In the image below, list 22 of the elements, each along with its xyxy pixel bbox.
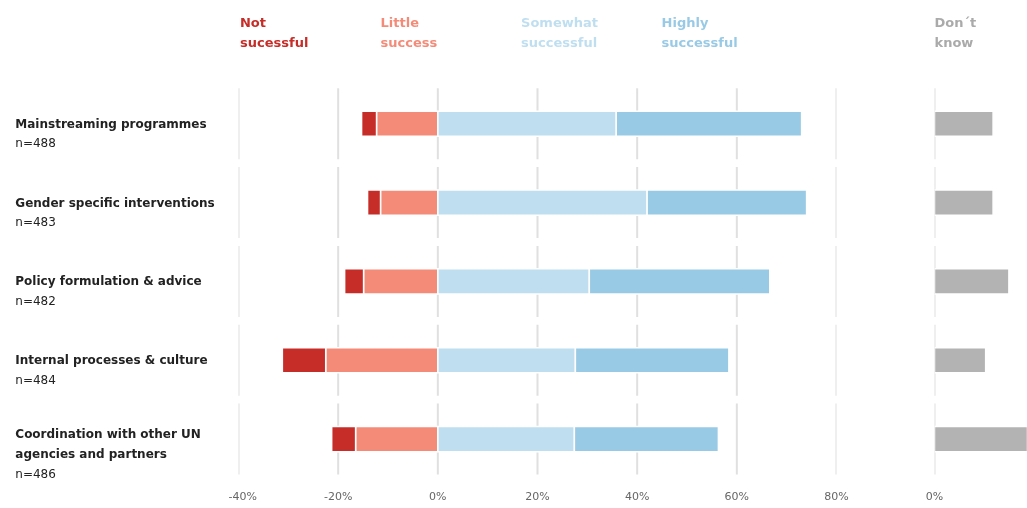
x-tick-label: 20% — [525, 489, 550, 503]
text: Highly successful — [661, 15, 738, 51]
y-tick-label: Mainstreaming programmes n=488 — [15, 116, 207, 151]
y-tick-label: Coordination with other UN agencies and partners n=486 — [15, 427, 201, 481]
y-tick-label: Internal processes & culture n=484 — [15, 353, 208, 387]
text: Little success — [380, 15, 438, 51]
bar — [934, 425, 1027, 453]
bar — [934, 346, 987, 374]
bar — [934, 110, 994, 138]
bar — [934, 268, 1010, 295]
bar — [934, 189, 994, 216]
x-tick-label: -20% — [323, 489, 353, 503]
text: Not sucessful — [239, 15, 309, 51]
x-tick-label: 60% — [724, 489, 750, 503]
x-tick-label: -40% — [228, 489, 257, 503]
chart-title: Don´t know — [934, 15, 977, 51]
x-tick-label: 80% — [824, 489, 849, 503]
text: Somewhat successful — [521, 15, 598, 51]
y-tick-label: Gender specific interventions n=483 — [15, 195, 215, 230]
y-tick-label: Policy formulation & advice n=482 — [15, 274, 202, 309]
x-tick-label: 40% — [624, 489, 650, 503]
x-tick-label: 0% — [429, 489, 447, 503]
